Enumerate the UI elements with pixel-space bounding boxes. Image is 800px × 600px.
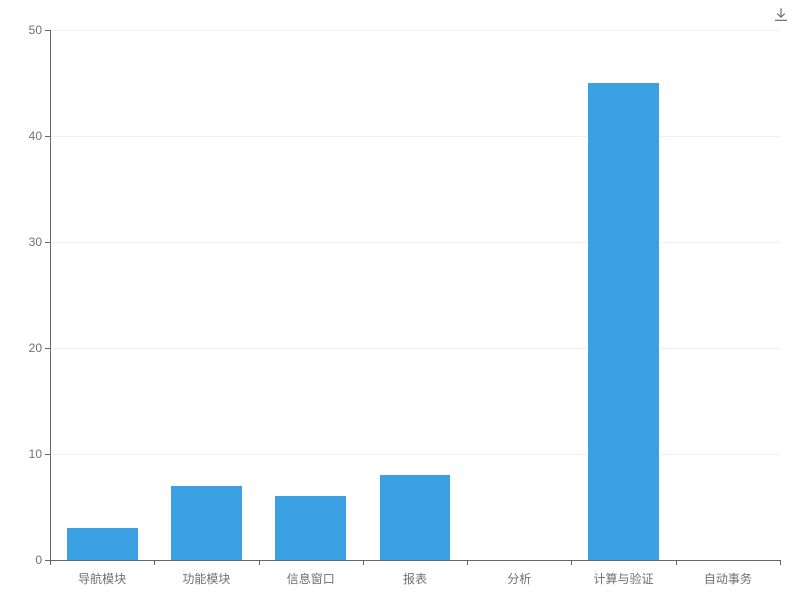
bar[interactable] [588,83,659,560]
y-axis-line [50,30,51,560]
y-tick-label: 40 [10,129,42,143]
y-tick-label: 30 [10,235,42,249]
grid-line [50,136,780,137]
plot-area: 01020304050导航模块功能模块信息窗口报表分析计算与验证自动事务 [50,30,780,560]
x-tick-mark [676,560,677,565]
x-tick-mark [154,560,155,565]
bar[interactable] [67,528,138,560]
bar[interactable] [380,475,451,560]
x-tick-label: 报表 [403,570,427,587]
x-tick-label: 导航模块 [78,570,126,587]
x-tick-mark [780,560,781,565]
y-tick-label: 50 [10,23,42,37]
x-tick-mark [363,560,364,565]
y-tick-label: 10 [10,447,42,461]
bar[interactable] [275,496,346,560]
grid-line [50,30,780,31]
x-axis-line [50,560,780,561]
grid-line [50,348,780,349]
chart-container: 0 10 20 30 40 50 导航模块 功能模块 信息窗口 报表 分析 计算与验证 自动事务 [0,0,800,600]
x-tick-mark [467,560,468,565]
x-tick-mark [259,560,260,565]
x-tick-label: 自动事务 [704,570,752,587]
grid-line [50,454,780,455]
x-tick-label: 功能模块 [182,570,230,587]
x-tick-mark [50,560,51,565]
bar[interactable] [171,486,242,560]
x-tick-mark [571,560,572,565]
y-tick-label: 20 [10,341,42,355]
x-tick-label: 分析 [507,570,531,587]
bar-chart: 0 10 20 30 40 50 导航模块 功能模块 信息窗口 报表 分析 计算与验证 自动事务 [0,0,800,600]
grid-line [50,242,780,243]
x-tick-label: 信息窗口 [287,570,335,587]
y-tick-label: 0 [10,553,42,567]
x-tick-label: 计算与验证 [594,570,654,587]
